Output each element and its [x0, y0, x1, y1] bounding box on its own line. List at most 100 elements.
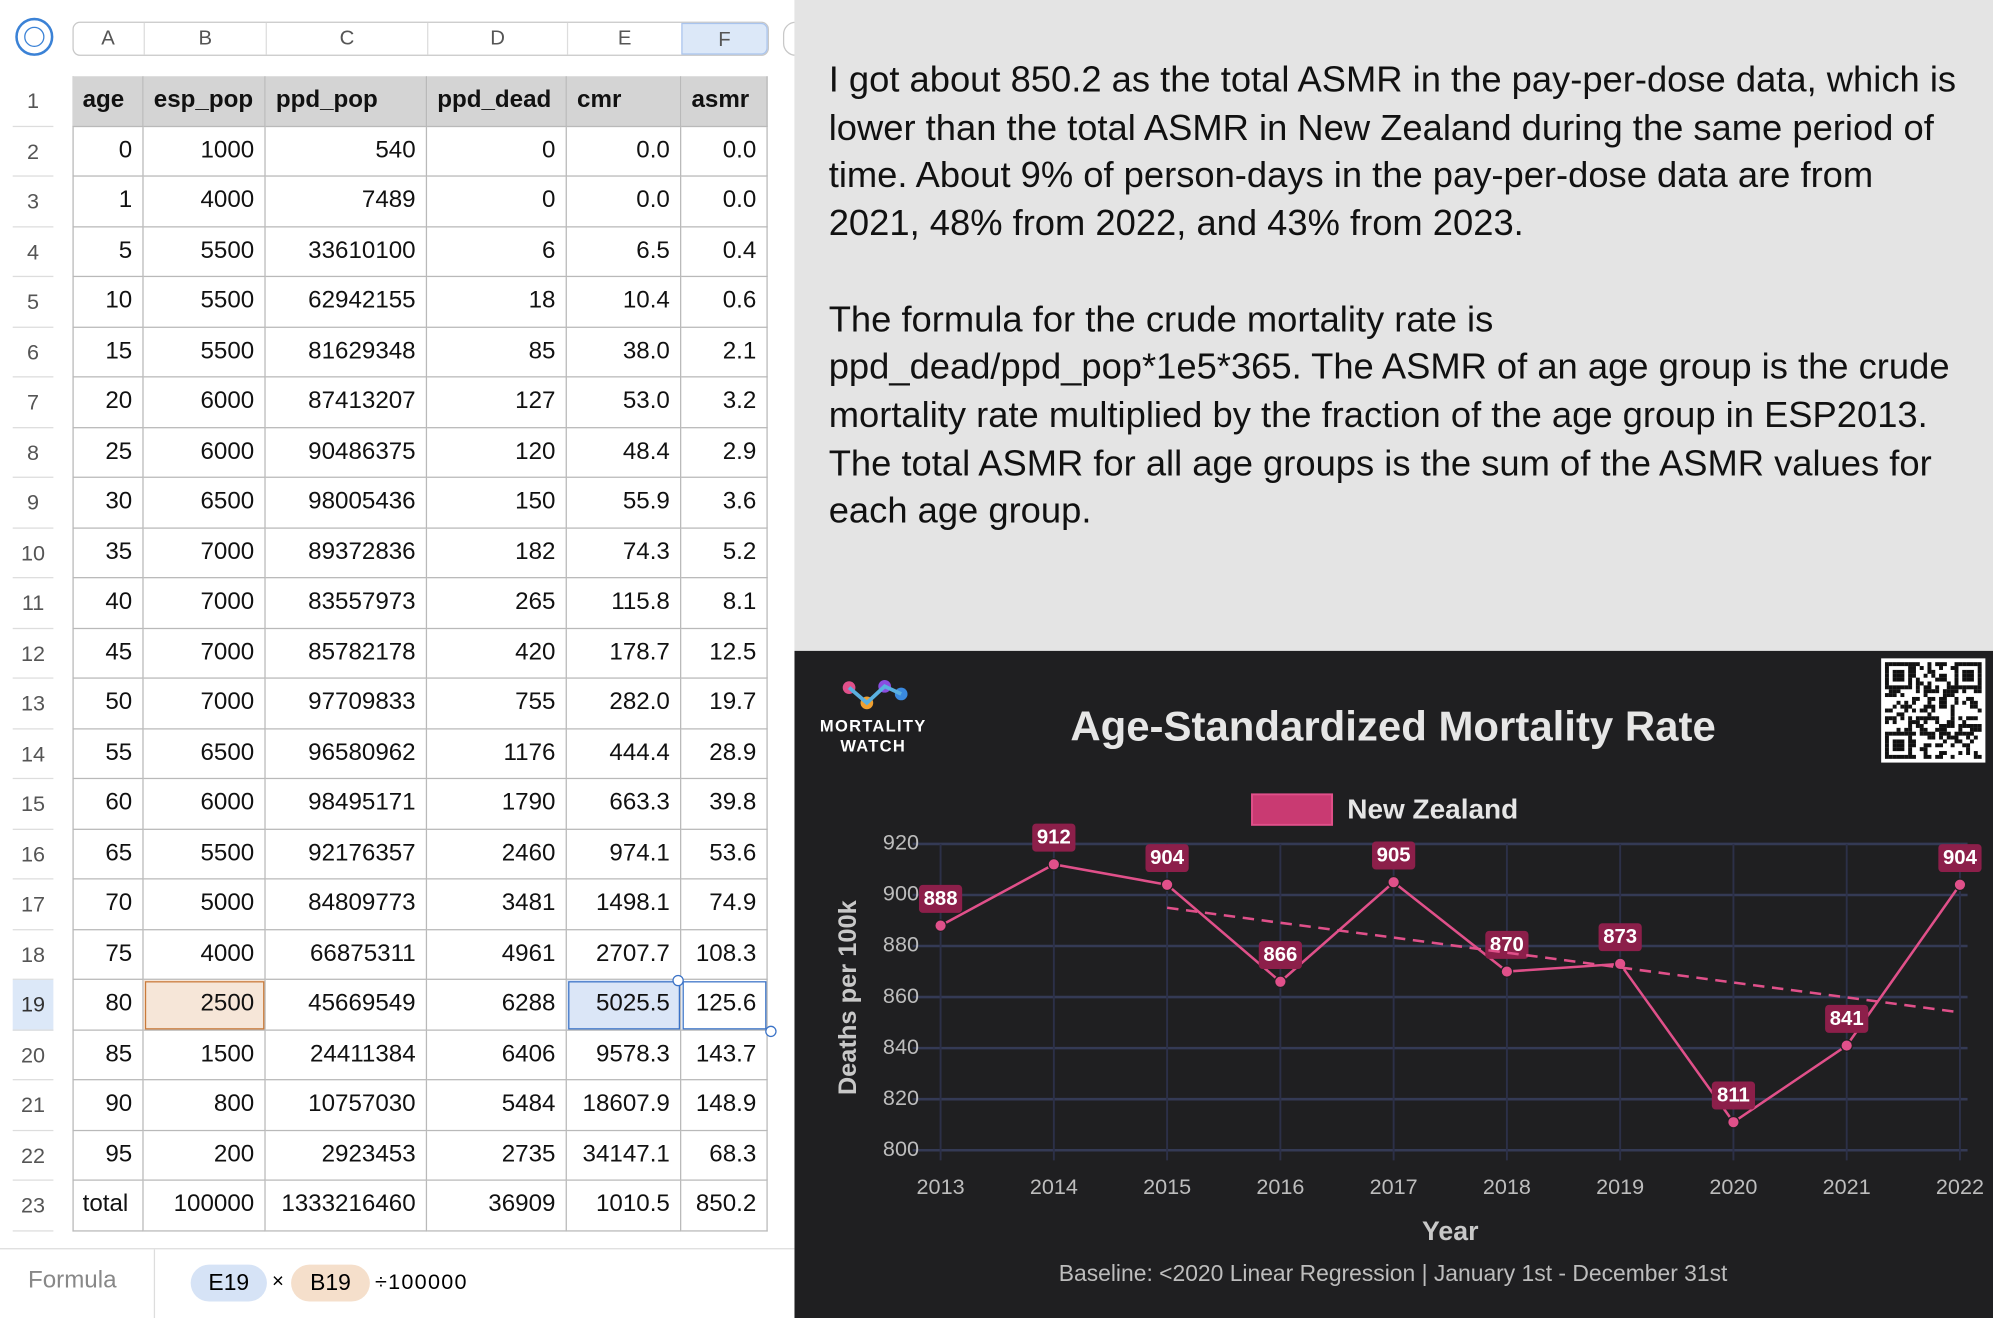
cell[interactable]: 178.7	[566, 628, 682, 679]
cell[interactable]: 66875311	[265, 929, 428, 980]
cell[interactable]: 90	[72, 1080, 144, 1131]
cell[interactable]: asmr	[681, 76, 768, 127]
cell[interactable]: 4961	[427, 929, 567, 980]
cell[interactable]: 0.6	[681, 277, 768, 328]
formula-token[interactable]: E19	[190, 1264, 267, 1302]
cell[interactable]: 282.0	[566, 678, 682, 729]
cell[interactable]: 5500	[143, 277, 266, 328]
row-number[interactable]: 18	[12, 930, 54, 980]
cell[interactable]: 1010.5	[566, 1180, 682, 1231]
cell[interactable]: 5500	[143, 829, 266, 880]
cell[interactable]: 974.1	[566, 829, 682, 880]
cell[interactable]: 0.4	[681, 226, 768, 278]
cell[interactable]: 5025.5	[566, 979, 682, 1031]
row-number[interactable]: 15	[12, 779, 54, 830]
cell[interactable]: 75	[72, 929, 144, 980]
row-number[interactable]: 20	[12, 1030, 54, 1081]
cell[interactable]: 127	[427, 377, 567, 428]
cell[interactable]: 115.8	[566, 578, 682, 629]
cell[interactable]: 85782178	[265, 628, 428, 679]
cell[interactable]: 98495171	[265, 779, 428, 830]
row-number[interactable]: 1	[12, 76, 54, 127]
cell[interactable]: 0	[72, 126, 144, 177]
row-number[interactable]: 7	[12, 377, 54, 428]
cell[interactable]: 1790	[427, 779, 567, 830]
cell[interactable]: 85	[427, 327, 567, 378]
cell[interactable]: 10.4	[566, 277, 682, 328]
cell[interactable]: 19.7	[681, 678, 768, 729]
cell[interactable]: 62942155	[265, 277, 428, 328]
cell[interactable]: 2460	[427, 829, 567, 880]
cell[interactable]: 1000	[143, 126, 266, 177]
cell[interactable]: 5	[72, 226, 144, 278]
cell[interactable]: 3481	[427, 879, 567, 930]
cell[interactable]: 2.1	[681, 327, 768, 378]
cell[interactable]: 800	[143, 1080, 266, 1131]
cell[interactable]: 125.6	[681, 979, 768, 1031]
cell[interactable]: 120	[427, 427, 567, 478]
cell[interactable]: ppd_dead	[427, 76, 567, 127]
cell[interactable]: 265	[427, 578, 567, 629]
cell[interactable]: 5484	[427, 1080, 567, 1131]
row-number[interactable]: 12	[12, 628, 54, 679]
cell[interactable]: 0	[427, 176, 567, 227]
cell[interactable]: 7489	[265, 176, 428, 227]
cell[interactable]: 7000	[143, 578, 266, 629]
cell[interactable]: 4000	[143, 176, 266, 227]
cell[interactable]: 1	[72, 176, 144, 227]
cell[interactable]: 540	[265, 126, 428, 177]
cell[interactable]: 8.1	[681, 578, 768, 629]
cell[interactable]: 143.7	[681, 1030, 768, 1081]
column-letter[interactable]: A	[101, 27, 115, 50]
column-letter[interactable]: D	[427, 22, 567, 55]
cell[interactable]: total	[72, 1180, 144, 1231]
cell[interactable]: 95	[72, 1130, 144, 1181]
cell[interactable]: ppd_pop	[265, 76, 428, 127]
cell[interactable]: 0	[427, 126, 567, 177]
cell[interactable]: 2923453	[265, 1130, 428, 1181]
cell[interactable]: esp_pop	[143, 76, 266, 127]
cell[interactable]: 1500	[143, 1030, 266, 1081]
row-number[interactable]: 6	[12, 327, 54, 378]
cell[interactable]: age	[72, 76, 144, 127]
cell[interactable]: 182	[427, 528, 567, 579]
cell[interactable]: 100000	[143, 1180, 266, 1231]
row-number[interactable]: 10	[12, 528, 54, 579]
cell[interactable]: 1333216460	[265, 1180, 428, 1231]
cell[interactable]: 20	[72, 377, 144, 428]
row-number[interactable]: 17	[12, 880, 54, 930]
cell[interactable]: 7000	[143, 528, 266, 579]
cell[interactable]: 1176	[427, 728, 567, 780]
cell[interactable]: 6000	[143, 427, 266, 478]
cell[interactable]: 2735	[427, 1130, 567, 1181]
cell[interactable]: 6288	[427, 979, 567, 1031]
cell[interactable]: 81629348	[265, 327, 428, 378]
cell[interactable]: 755	[427, 678, 567, 729]
cell[interactable]: 850.2	[681, 1180, 768, 1231]
cell[interactable]: 28.9	[681, 728, 768, 780]
cell[interactable]: 108.3	[681, 929, 768, 980]
cell[interactable]: 2.9	[681, 427, 768, 478]
cell[interactable]: 25	[72, 427, 144, 478]
row-number[interactable]: 16	[12, 829, 54, 880]
select-all[interactable]	[15, 17, 54, 56]
cell[interactable]: 38.0	[566, 327, 682, 378]
cell[interactable]: 50	[72, 678, 144, 729]
cell[interactable]: 5500	[143, 327, 266, 378]
cell[interactable]: 3.6	[681, 477, 768, 529]
column-letter[interactable]: C	[265, 22, 427, 55]
cell[interactable]: 7000	[143, 678, 266, 729]
cell[interactable]: 45	[72, 628, 144, 679]
cell[interactable]: 89372836	[265, 528, 428, 579]
cell[interactable]: 18607.9	[566, 1080, 682, 1131]
cell[interactable]: 12.5	[681, 628, 768, 679]
cell[interactable]: 90486375	[265, 427, 428, 478]
cell[interactable]: 420	[427, 628, 567, 679]
row-number[interactable]: 22	[12, 1131, 54, 1181]
cell[interactable]: 68.3	[681, 1130, 768, 1181]
cell[interactable]: 55.9	[566, 477, 682, 529]
formula-token[interactable]: B19	[291, 1264, 370, 1302]
cell[interactable]: 60	[72, 779, 144, 830]
cell[interactable]: 85	[72, 1030, 144, 1081]
cell[interactable]: cmr	[566, 76, 682, 127]
